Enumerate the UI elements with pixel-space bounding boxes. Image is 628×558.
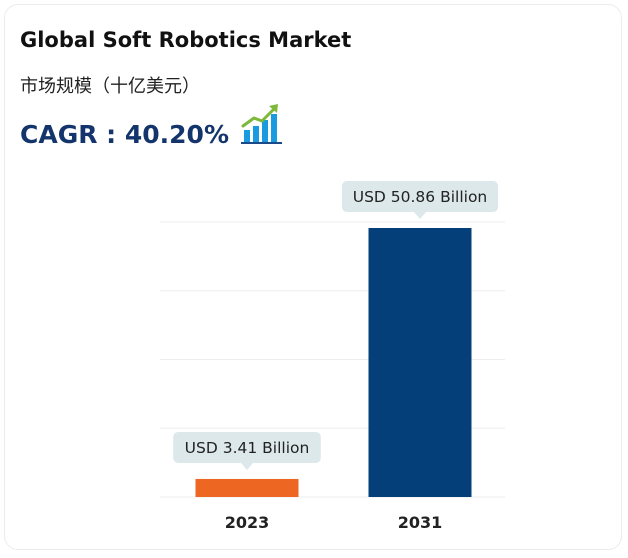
bar-chart-growth-icon — [241, 104, 282, 144]
chart-title: Global Soft Robotics Market — [20, 28, 352, 52]
chart-subtitle: 市场规模（十亿美元） — [20, 76, 200, 97]
data-label: USD 3.41 Billion — [185, 439, 310, 457]
data-label-pointer — [414, 212, 426, 219]
cagr-value: CAGR : 40.20% — [20, 120, 229, 149]
bar-2023 — [195, 478, 299, 497]
data-label-bubble — [173, 431, 321, 463]
x-tick-label: 2031 — [398, 513, 443, 532]
data-label-bubble — [341, 181, 499, 212]
bar-2031 — [368, 228, 472, 497]
data-label-pointer — [241, 462, 253, 470]
x-tick-label: 2023 — [225, 513, 270, 532]
data-label: USD 50.86 Billion — [353, 188, 488, 206]
